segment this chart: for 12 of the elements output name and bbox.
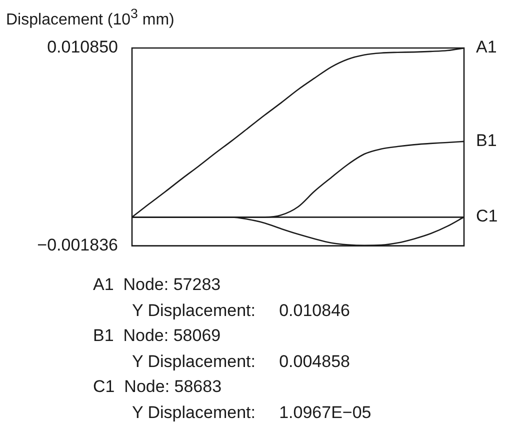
- text: Y Displacement: 0.004858: [131, 350, 351, 373]
- text: A1 Node: 57283: [92, 274, 222, 296]
- y-axis-title: Displacement (10$^{3}$ mm): [6, 6, 174, 30]
- series-label: C1: [476, 206, 498, 226]
- y-tick-label: −0.001836: [37, 235, 118, 254]
- series-label: A1: [476, 38, 497, 57]
- text: Y Displacement: 1.0967E−05: [131, 402, 372, 424]
- text: Y Displacement: 0.010846: [131, 300, 351, 322]
- y-tick-label: 0.010850: [47, 38, 118, 57]
- series-label: B1: [476, 131, 497, 150]
- text: B1 Node: 58069: [92, 325, 222, 348]
- text: C1 Node: 58683: [92, 376, 223, 398]
